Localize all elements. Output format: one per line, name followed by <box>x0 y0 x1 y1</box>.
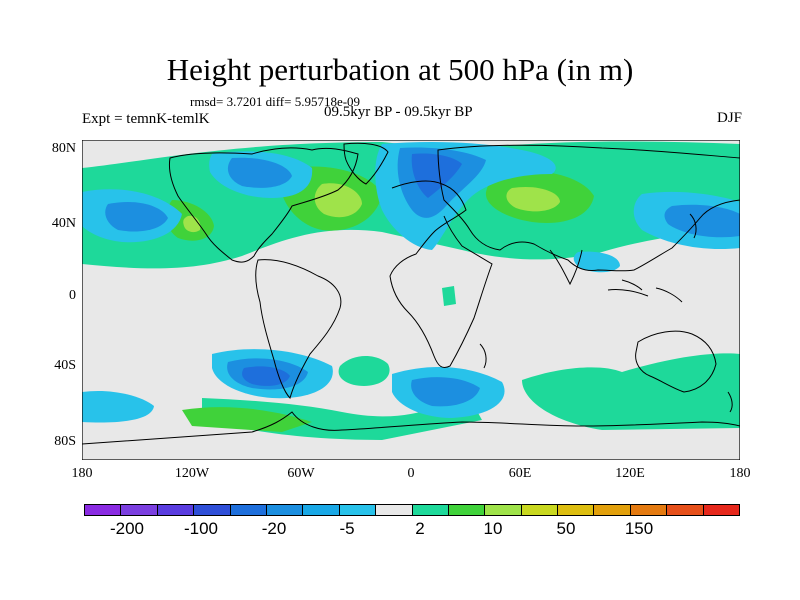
stats-text: rmsd= 3.7201 diff= 5.95718e-09 <box>190 94 361 109</box>
strong-negative-anomaly-region <box>411 153 462 198</box>
coastline-asia <box>437 144 740 272</box>
positive-anomaly-region <box>522 353 740 430</box>
strong-negative-anomaly-region <box>242 366 290 386</box>
colorbar <box>84 504 740 516</box>
colorbar-swatch <box>703 505 740 515</box>
period-subtitle: 09.5kyr BP - 09.5kyr BP <box>324 104 473 120</box>
lat-label: 40S <box>54 358 76 373</box>
strong-positive-anomaly-region <box>506 186 560 212</box>
coastline-greenland <box>343 142 389 185</box>
colorbar-swatch <box>230 505 267 515</box>
coastline-indonesia <box>607 279 683 303</box>
colorbar-swatch <box>521 505 559 515</box>
lat-label: 80N <box>51 141 76 156</box>
colorbar-swatch <box>630 505 668 515</box>
colorbar-label: -100 <box>183 519 219 538</box>
colorbar-swatch <box>121 505 158 515</box>
negative-anomaly-region <box>227 157 292 188</box>
season-label: DJF <box>716 110 742 126</box>
coastline-europe-africa <box>389 180 493 369</box>
colorbar-swatch <box>412 505 449 515</box>
colorbar-label: 2 <box>415 519 425 538</box>
coastline-north-america <box>169 147 359 263</box>
lon-label: 0 <box>407 466 415 481</box>
map-panel <box>82 140 740 460</box>
colorbar-swatch <box>157 505 195 515</box>
colorbar-label: 50 <box>556 519 576 538</box>
colorbar-label: -200 <box>109 519 145 538</box>
colorbar-swatch <box>339 505 377 515</box>
colorbar-swatch <box>594 505 631 515</box>
colorbar-swatch <box>667 505 704 515</box>
contour-fields <box>82 141 740 440</box>
lat-label: 0 <box>69 288 76 303</box>
colorbar-label: -5 <box>339 519 355 538</box>
strong-positive-anomaly-region <box>314 183 362 218</box>
positive-anomaly-region <box>338 356 390 386</box>
lon-label: 120E <box>615 466 645 481</box>
lon-label: 180 <box>71 466 93 481</box>
coastline-india <box>549 249 583 286</box>
coastline-new-zealand <box>727 391 733 413</box>
negative-anomaly-region <box>664 204 740 238</box>
colorbar-label: 150 <box>624 519 654 538</box>
colorbar-swatch <box>485 505 522 515</box>
lon-label: 60W <box>287 466 315 481</box>
lon-label: 180 <box>729 466 751 481</box>
coastline-australia <box>635 330 717 393</box>
negative-anomaly-region <box>573 251 620 273</box>
coastline-antarctica <box>82 411 740 445</box>
negative-anomaly-region <box>82 390 154 423</box>
lon-label: 60E <box>508 466 532 481</box>
map-title: Height perturbation at 500 hPa (in m) <box>166 52 634 87</box>
coastline-japan <box>689 213 697 239</box>
coastline-madagascar <box>479 343 487 369</box>
negative-anomaly-region <box>105 201 168 232</box>
colorbar-swatch <box>448 505 486 515</box>
lon-label: 120W <box>174 466 210 481</box>
experiment-label: Expt = temnK-temlK <box>82 111 210 127</box>
positive-anomaly-region <box>182 407 312 432</box>
colorbar-swatch <box>85 505 122 515</box>
coastline-south-america <box>255 259 342 399</box>
colorbar-swatch <box>266 505 304 515</box>
positive-anomaly-region <box>442 286 456 306</box>
coastlines <box>82 142 740 445</box>
colorbar-swatch <box>376 505 413 515</box>
lat-label: 80S <box>54 434 76 449</box>
colorbar-label: 10 <box>483 519 503 538</box>
colorbar-swatch <box>194 505 231 515</box>
colorbar-swatch <box>558 505 595 515</box>
colorbar-swatch <box>303 505 340 515</box>
lat-label: 40N <box>51 216 76 231</box>
colorbar-label: -20 <box>261 519 287 538</box>
negative-anomaly-region <box>411 377 480 407</box>
